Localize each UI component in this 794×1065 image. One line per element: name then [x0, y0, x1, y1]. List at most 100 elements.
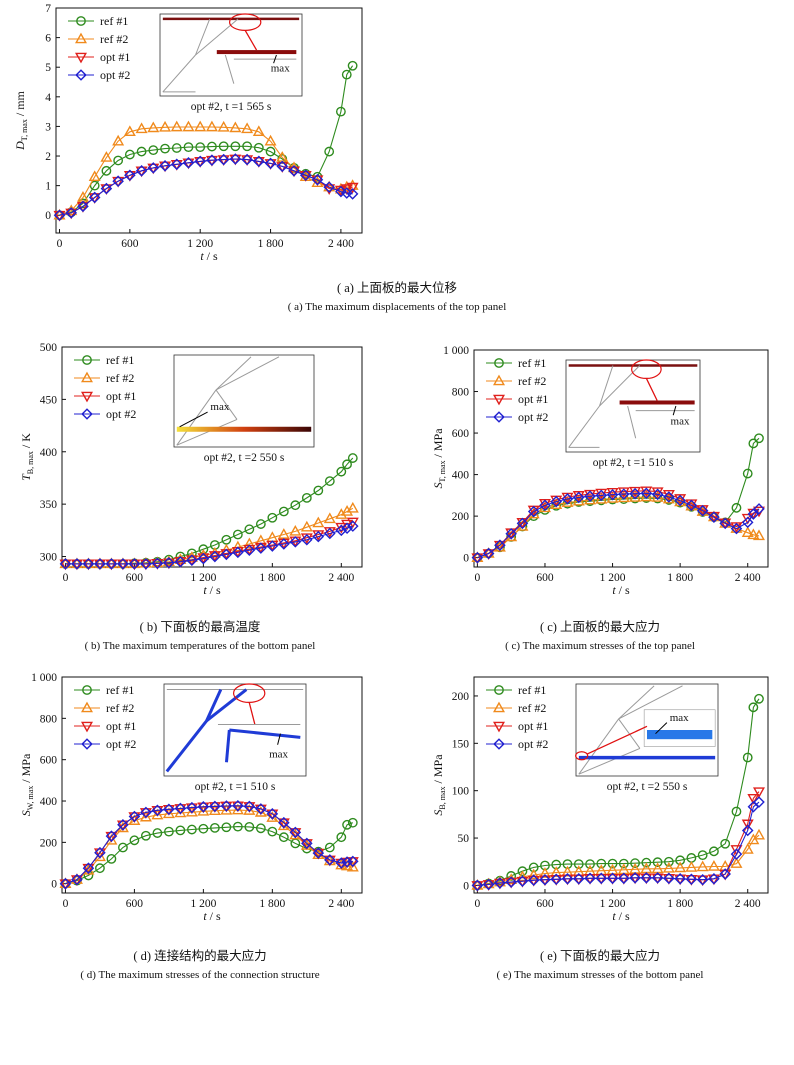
inset-caption: opt #2, t =1 510 s: [593, 457, 674, 469]
data-point: [124, 169, 136, 182]
data-point: [208, 804, 221, 816]
data-point: [151, 556, 164, 568]
data-point: [471, 881, 484, 892]
data-point: [663, 491, 675, 503]
data-point: [708, 511, 720, 523]
data-point: [174, 806, 187, 818]
data-point: [186, 554, 198, 566]
data-point: [93, 559, 106, 571]
x-tick-label: 0: [57, 238, 63, 250]
y-tick-label: 6: [45, 33, 51, 45]
data-point: [696, 873, 709, 886]
legend-label: ref #2: [106, 371, 134, 385]
legend-marker: [81, 721, 93, 733]
x-tick-label: 1 800: [258, 238, 284, 250]
data-point: [195, 142, 206, 153]
data-point: [139, 559, 152, 571]
x-tick-label: 0: [475, 898, 481, 910]
legend-marker: [493, 411, 505, 423]
data-point: [88, 191, 101, 204]
data-point: [346, 188, 359, 200]
data-point: [347, 453, 358, 463]
y-tick-label: 600: [452, 428, 470, 440]
data-point: [94, 558, 106, 570]
data-point: [708, 872, 720, 885]
inset-truss-line: [578, 747, 641, 775]
data-point: [163, 803, 175, 816]
data-point: [253, 142, 264, 153]
legend-marker: [81, 738, 93, 750]
data-point: [231, 803, 244, 815]
x-tick-label: 1 800: [259, 898, 285, 910]
y-tick-label: 450: [40, 394, 58, 406]
caption-c-cn: ( c) 上面板的最大应力: [539, 620, 661, 634]
data-point: [209, 822, 220, 833]
data-point: [748, 438, 759, 449]
data-point: [585, 496, 595, 507]
data-point: [741, 842, 754, 854]
data-point: [159, 120, 172, 132]
legend-label: opt #1: [518, 392, 548, 406]
data-point: [674, 874, 687, 886]
data-point: [266, 809, 279, 821]
data-point: [312, 848, 325, 860]
legend-label: ref #1: [100, 14, 128, 28]
data-point: [116, 559, 129, 571]
inset-zoom-box: [643, 709, 716, 747]
data-point: [662, 861, 675, 873]
y-tick-label: 800: [452, 387, 470, 399]
data-point: [105, 559, 118, 571]
data-point: [220, 548, 233, 561]
plot-frame: [473, 349, 769, 568]
data-point: [324, 146, 335, 157]
inset-frame: [565, 359, 701, 453]
x-tick-label: 600: [536, 572, 554, 584]
data-point: [105, 831, 118, 843]
data-point: [606, 488, 619, 501]
data-point: [59, 879, 72, 891]
data-point: [76, 202, 89, 213]
data-point: [663, 856, 674, 867]
y-tick-label: 0: [45, 210, 51, 222]
caption-b-en: ( b) The maximum temperatures of the bot…: [84, 640, 316, 652]
inset-truss-line: [224, 54, 235, 84]
y-tick-label: 300: [40, 552, 58, 564]
inset-max-pointer: [672, 405, 677, 416]
series-line-opt2: [65, 525, 353, 565]
data-point: [742, 752, 753, 763]
inset-arrow: [244, 30, 258, 51]
inset-truss-line: [162, 54, 196, 93]
data-point: [606, 872, 619, 885]
legend-marker: [75, 32, 87, 44]
data-point: [585, 859, 595, 870]
series-line-ref1: [65, 457, 354, 565]
data-point: [341, 522, 353, 535]
data-point: [59, 877, 72, 890]
data-point: [229, 121, 242, 133]
data-point: [128, 812, 141, 823]
data-point: [151, 804, 164, 817]
data-point: [341, 505, 354, 516]
data-point: [162, 807, 175, 819]
data-point: [82, 558, 95, 570]
data-point: [70, 559, 83, 571]
data-point: [697, 850, 708, 861]
data-point: [116, 820, 129, 832]
legend-marker: [81, 371, 93, 383]
y-tick-label: 7: [45, 3, 51, 15]
data-point: [629, 487, 641, 500]
data-point: [651, 872, 664, 884]
data-point: [335, 524, 348, 537]
data-point: [550, 495, 563, 508]
x-axis-label: t / s: [203, 909, 221, 923]
data-point: [629, 873, 642, 885]
data-point: [685, 874, 698, 886]
data-point: [747, 793, 760, 805]
data-point: [641, 857, 652, 868]
data-point: [312, 847, 325, 859]
inset-zoom-bar: [619, 400, 695, 405]
data-point: [561, 493, 574, 505]
legend-label: opt #2: [518, 737, 548, 751]
data-point: [617, 874, 630, 885]
x-tick-label: 2 400: [735, 898, 761, 910]
